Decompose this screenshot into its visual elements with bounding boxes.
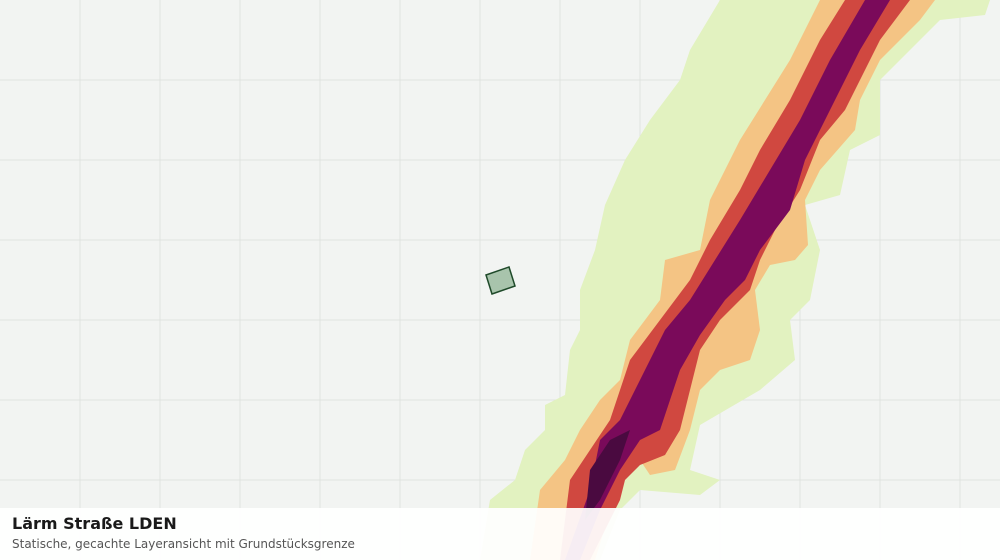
noise-zone-very-high [565,0,890,560]
caption-bar: Lärm Straße LDEN Statische, gecachte Lay… [0,508,1000,560]
layer-title: Lärm Straße LDEN [12,514,177,533]
parcel-boundary[interactable] [485,266,516,295]
noise-zone-extreme [585,430,630,520]
layer-subtitle: Statische, gecachte Layeransicht mit Gru… [12,537,355,551]
